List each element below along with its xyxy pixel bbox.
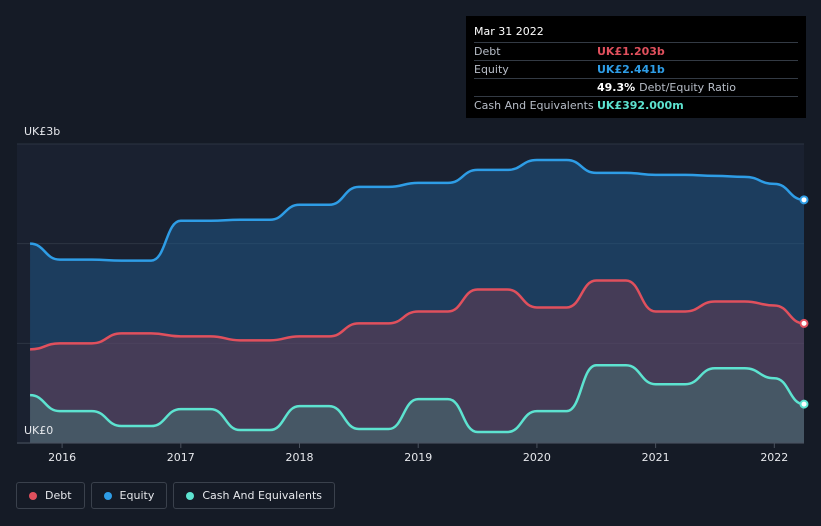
endpoint-debt: [799, 318, 809, 328]
endpoint-cash-and-equivalents: [799, 399, 809, 409]
x-tick-label: 2016: [48, 451, 76, 464]
legend-label: Equity: [119, 489, 155, 502]
line-debt: [30, 279, 805, 351]
tooltip-label: Debt: [474, 45, 501, 58]
line-equity: [29, 158, 805, 262]
tooltip-row-debt: Debt UK£1.203b: [474, 42, 798, 60]
legend-item-cash[interactable]: Cash And Equivalents: [173, 482, 335, 509]
legend-dot: [186, 491, 195, 500]
data-tooltip: Mar 31 2022 Debt UK£1.203b Equity UK£2.4…: [466, 16, 806, 118]
y-axis-top-label: UK£3b: [24, 125, 60, 138]
tooltip-value: UK£392.000m: [597, 99, 684, 112]
chart-legend: Debt Equity Cash And Equivalents: [16, 482, 335, 510]
x-tick-label: 2020: [523, 451, 551, 464]
tooltip-value: UK£1.203b: [597, 45, 665, 58]
x-tick-label: 2018: [286, 451, 314, 464]
area-cash-and-equivalents: [30, 365, 805, 443]
legend-label: Cash And Equivalents: [202, 489, 322, 502]
tooltip-row-cash: Cash And Equivalents UK£392.000m: [474, 96, 798, 114]
tooltip-ratio-suffix: Debt/Equity Ratio: [639, 81, 736, 94]
x-tick-label: 2017: [167, 451, 195, 464]
x-tick-label: 2021: [642, 451, 670, 464]
legend-dot: [29, 491, 37, 500]
x-tick-label: 2019: [404, 451, 432, 464]
tooltip-label: [474, 79, 597, 96]
tooltip-date: Mar 31 2022: [474, 25, 544, 38]
area-equity: [30, 159, 805, 444]
legend-label: Debt: [45, 489, 72, 502]
area-debt: [30, 280, 805, 443]
tooltip-row-equity: Equity UK£2.441b: [474, 60, 798, 78]
legend-dot: [103, 491, 112, 500]
endpoint-equity: [799, 195, 809, 205]
plot-background: [17, 144, 804, 444]
tooltip-value: UK£2.441b: [597, 63, 665, 76]
legend-item-debt[interactable]: Debt: [16, 482, 85, 509]
line-cash-and-equivalents: [29, 364, 805, 434]
x-tick-label: 2022: [760, 451, 788, 464]
legend-item-equity[interactable]: Equity: [90, 482, 168, 509]
tooltip-label: Cash And Equivalents: [474, 99, 594, 112]
tooltip-row-ratio: 49.3% Debt/Equity Ratio: [474, 78, 798, 96]
y-axis-bottom-label: UK£0: [24, 424, 53, 437]
tooltip-value: 49.3%: [597, 81, 636, 94]
tooltip-label: Equity: [474, 63, 509, 76]
